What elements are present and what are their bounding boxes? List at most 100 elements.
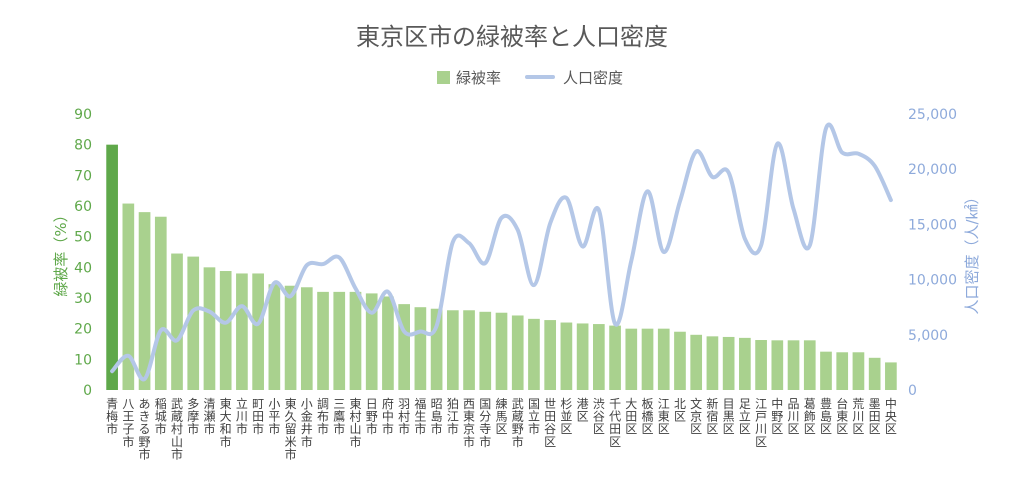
- category-label: 日野市: [366, 397, 378, 436]
- category-label: 東大和市: [220, 397, 232, 449]
- bar: [609, 325, 621, 390]
- category-label: 小金井市: [301, 397, 313, 449]
- category-label: 小平市: [268, 397, 280, 436]
- category-label: 町田市: [252, 397, 264, 436]
- left-tick-label: 50: [74, 230, 92, 246]
- bar: [674, 331, 686, 390]
- right-axis-label: 人口密度（人/㎢）: [963, 189, 981, 314]
- bar: [722, 336, 735, 390]
- bar: [528, 318, 540, 390]
- bar: [852, 352, 865, 390]
- left-tick-label: 60: [74, 199, 92, 215]
- category-label: 大田区: [625, 397, 637, 436]
- category-label: 昭島市: [431, 397, 443, 436]
- category-label: 品川区: [788, 397, 800, 436]
- right-tick-label: 25,000: [908, 107, 957, 123]
- bar-series: [106, 144, 897, 390]
- category-label: 中野区: [771, 396, 783, 436]
- category-label: 多摩市: [187, 397, 199, 436]
- bar: [560, 322, 573, 390]
- chart-title: 東京区市の緑被率と人口密度: [356, 23, 668, 51]
- left-tick-label: 0: [83, 383, 92, 399]
- left-tick-label: 90: [74, 107, 92, 123]
- left-tick-label: 10: [74, 352, 92, 368]
- category-label: 北区: [674, 397, 686, 424]
- bar: [365, 293, 378, 390]
- right-tick-label: 0: [908, 383, 917, 399]
- category-label: 練馬区: [495, 397, 507, 436]
- bar: [333, 291, 346, 390]
- category-label: 目黒区: [723, 397, 735, 436]
- bar: [349, 291, 362, 390]
- bar: [625, 328, 638, 390]
- category-labels: 青梅市八王子市あきる野市稲城市武蔵村山市多摩市清瀬市東大和市立川市町田市小平市東…: [106, 396, 897, 461]
- category-label: 府中市: [382, 396, 394, 436]
- bar: [252, 273, 264, 390]
- left-axis-label: 緑被率（%）: [52, 207, 70, 296]
- bar: [414, 307, 427, 390]
- bar: [544, 320, 557, 390]
- category-label: 墨田区: [869, 397, 881, 436]
- bar: [138, 212, 151, 390]
- category-label: 羽村市: [398, 397, 410, 436]
- bar: [787, 340, 800, 390]
- bar: [495, 312, 508, 390]
- category-label: 西東京市: [463, 397, 475, 449]
- bar: [820, 351, 832, 390]
- bar: [154, 216, 167, 390]
- category-label: 渋谷区: [593, 397, 605, 436]
- bar: [122, 203, 135, 390]
- right-tick-label: 10,000: [908, 273, 957, 289]
- category-label: 三鷹市: [333, 397, 345, 436]
- bar: [479, 311, 492, 390]
- category-label: 江東区: [658, 397, 670, 436]
- category-label: 豊島区: [820, 397, 832, 436]
- category-label: 稲城市: [155, 397, 167, 436]
- bar: [300, 287, 313, 390]
- bar: [463, 310, 475, 390]
- bar: [593, 324, 605, 390]
- bar: [106, 144, 118, 390]
- left-tick-label: 30: [74, 291, 92, 307]
- bar: [203, 267, 216, 390]
- bar: [236, 273, 248, 390]
- legend-swatch-green-coverage: [437, 71, 450, 84]
- right-tick-label: 5,000: [908, 328, 948, 344]
- category-label: 国分寺市: [479, 397, 491, 449]
- bar: [398, 304, 410, 390]
- category-label: 荒川区: [852, 397, 864, 436]
- bar: [430, 308, 443, 390]
- bar: [576, 323, 589, 390]
- bar: [219, 271, 232, 390]
- category-label: 武蔵村山市: [171, 397, 183, 461]
- bar: [803, 340, 816, 390]
- right-tick-label: 15,000: [908, 217, 957, 233]
- category-label: 青梅市: [106, 397, 118, 436]
- category-label: 東久留米市: [285, 397, 297, 461]
- category-label: 江戸川区: [755, 397, 767, 449]
- bar: [268, 284, 281, 390]
- bar: [641, 328, 654, 390]
- bar: [739, 337, 751, 390]
- left-tick-label: 80: [74, 138, 92, 154]
- left-tick-label: 40: [74, 260, 92, 276]
- legend-label-green-coverage: 緑被率: [456, 69, 501, 87]
- category-label: 東村山市: [349, 397, 361, 449]
- category-label: 文京区: [690, 396, 702, 436]
- bar: [511, 315, 524, 390]
- category-label: 葛飾区: [804, 397, 816, 436]
- bar: [706, 336, 719, 390]
- category-label: 清瀬市: [203, 397, 215, 436]
- bar: [836, 352, 849, 390]
- category-label: 中央区: [885, 396, 897, 436]
- category-label: 杉並区: [560, 397, 572, 436]
- bar: [690, 334, 703, 390]
- bar: [382, 296, 394, 390]
- category-label: 福生市: [414, 396, 426, 436]
- left-axis-ticks: 0 10 20 30 40 50 60 70 80 90: [74, 107, 92, 399]
- category-label: 立川市: [236, 396, 248, 436]
- category-label: 足立区: [739, 397, 751, 436]
- category-label: 板橋区: [642, 397, 654, 436]
- category-label: 狛江市: [447, 397, 459, 436]
